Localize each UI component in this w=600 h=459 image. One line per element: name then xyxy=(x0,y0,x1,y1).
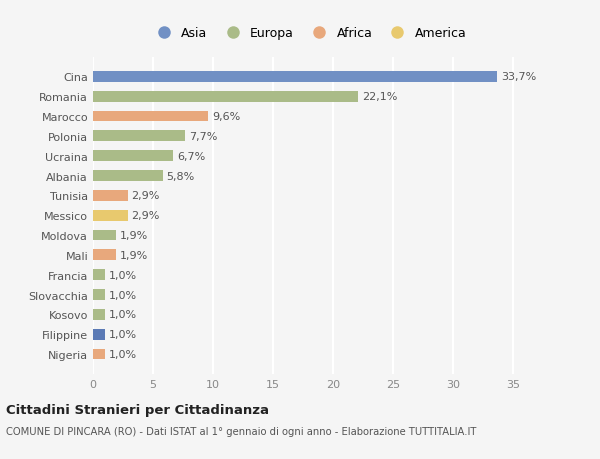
Text: Cittadini Stranieri per Cittadinanza: Cittadini Stranieri per Cittadinanza xyxy=(6,403,269,416)
Text: 1,9%: 1,9% xyxy=(119,230,148,241)
Text: 1,0%: 1,0% xyxy=(109,290,137,300)
Bar xyxy=(93,131,185,142)
Text: 1,0%: 1,0% xyxy=(109,310,137,319)
Text: 2,9%: 2,9% xyxy=(131,191,160,201)
Bar xyxy=(93,171,163,182)
Bar xyxy=(93,309,105,320)
Text: 6,7%: 6,7% xyxy=(177,151,205,162)
Bar xyxy=(93,112,208,122)
Bar xyxy=(93,290,105,300)
Bar xyxy=(93,151,173,162)
Text: 1,0%: 1,0% xyxy=(109,270,137,280)
Text: 5,8%: 5,8% xyxy=(166,171,194,181)
Bar xyxy=(93,72,497,83)
Bar xyxy=(93,250,116,261)
Text: 1,9%: 1,9% xyxy=(119,250,148,260)
Text: 1,0%: 1,0% xyxy=(109,349,137,359)
Bar xyxy=(93,329,105,340)
Bar xyxy=(93,190,128,202)
Text: 2,9%: 2,9% xyxy=(131,211,160,221)
Bar xyxy=(93,349,105,360)
Text: COMUNE DI PINCARA (RO) - Dati ISTAT al 1° gennaio di ogni anno - Elaborazione TU: COMUNE DI PINCARA (RO) - Dati ISTAT al 1… xyxy=(6,426,476,436)
Bar xyxy=(93,230,116,241)
Text: 1,0%: 1,0% xyxy=(109,330,137,340)
Text: 22,1%: 22,1% xyxy=(362,92,397,102)
Bar xyxy=(93,210,128,221)
Text: 9,6%: 9,6% xyxy=(212,112,240,122)
Text: 33,7%: 33,7% xyxy=(501,72,536,82)
Bar xyxy=(93,91,358,102)
Legend: Asia, Europa, Africa, America: Asia, Europa, Africa, America xyxy=(146,22,472,45)
Bar xyxy=(93,269,105,280)
Text: 7,7%: 7,7% xyxy=(189,132,217,141)
